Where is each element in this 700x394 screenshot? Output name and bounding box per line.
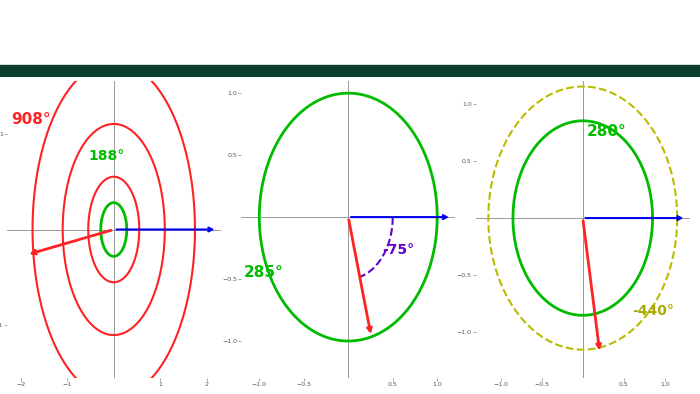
Text: 280°: 280°: [587, 124, 626, 139]
Text: Example 8: Coterminal Angles: Example 8: Coterminal Angles: [115, 23, 585, 51]
Text: -75°: -75°: [382, 243, 414, 257]
Text: 285°: 285°: [244, 265, 283, 280]
Text: 188°: 188°: [88, 149, 125, 164]
Text: -440°: -440°: [632, 304, 674, 318]
Bar: [0, 65, 700, 77]
Text: 908°: 908°: [12, 112, 51, 127]
